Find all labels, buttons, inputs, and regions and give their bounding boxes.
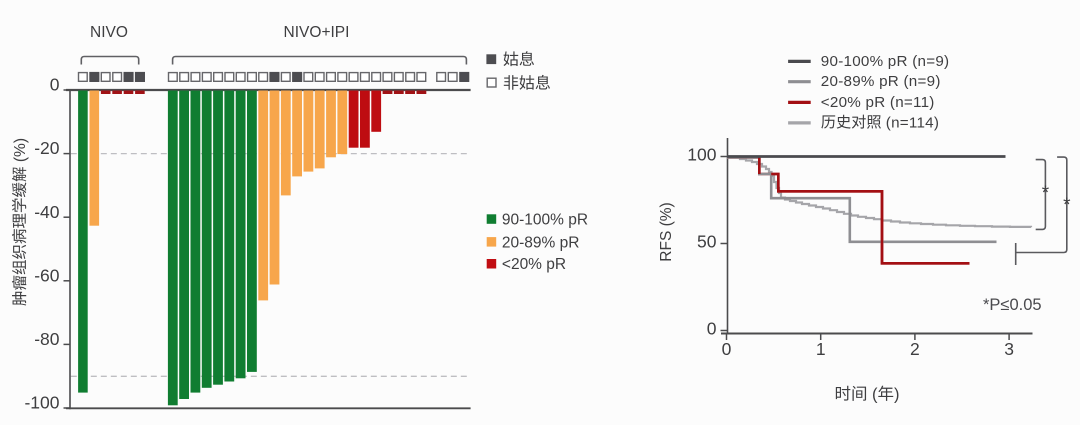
svg-text:(%): (%) [12,138,29,162]
svg-text:-40: -40 [34,202,60,222]
svg-text:-80: -80 [34,329,60,349]
svg-text:3: 3 [1004,339,1014,359]
svg-text:100: 100 [687,145,716,165]
svg-text:1: 1 [816,339,826,359]
svg-text:(n=114): (n=114) [886,114,939,131]
svg-text:*: * [1042,183,1050,204]
svg-text:<20% pR: <20% pR [502,256,566,273]
svg-text:0: 0 [50,75,60,95]
svg-text:90-100% pR (n=9): 90-100% pR (n=9) [821,53,950,70]
svg-text:*P≤0.05: *P≤0.05 [983,296,1042,314]
svg-text:RFS (%): RFS (%) [658,202,675,261]
svg-text:-100: -100 [24,393,59,413]
svg-text:<20% pR (n=11): <20% pR (n=11) [821,94,935,111]
svg-text:20-89% pR (n=9): 20-89% pR (n=9) [821,73,941,90]
svg-text:90-100% pR: 90-100% pR [502,212,588,229]
svg-text:0: 0 [707,319,717,339]
svg-text:NIVO: NIVO [90,24,128,41]
svg-text:0: 0 [722,339,732,359]
svg-text:20-89% pR: 20-89% pR [502,234,580,251]
svg-text:2: 2 [910,339,920,359]
svg-text:-60: -60 [34,265,60,285]
svg-text:): ) [894,386,900,404]
svg-text:NIVO+IPI: NIVO+IPI [284,24,350,41]
svg-text:-20: -20 [34,138,60,158]
svg-text:*: * [1063,195,1071,216]
svg-text:(: ( [872,386,878,404]
svg-text:50: 50 [697,232,717,252]
